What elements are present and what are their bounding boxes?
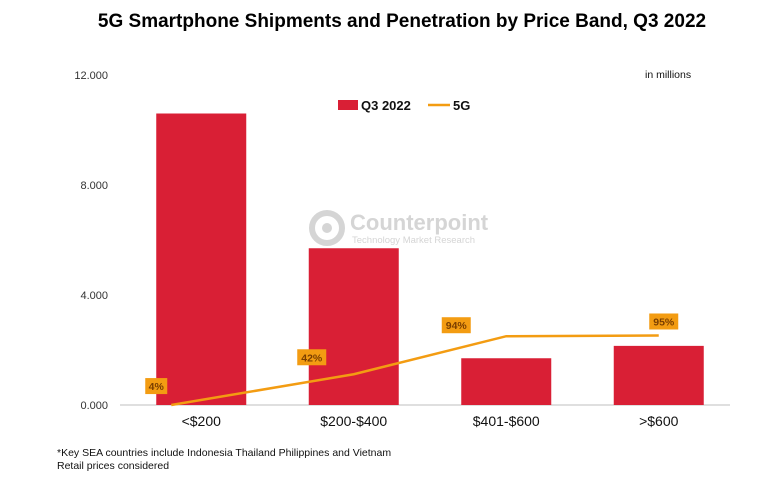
bar (613, 345, 704, 405)
x-tick-label: >$600 (639, 413, 679, 429)
data-label-badge (297, 349, 327, 366)
y-tick-label: 4.000 (80, 290, 108, 302)
legend-label: Q3 2022 (361, 98, 411, 113)
watermark-tagline: Technology Market Research (352, 235, 475, 246)
x-tick-label: <$200 (182, 413, 222, 429)
y-tick-label: 0.000 (80, 400, 108, 412)
x-axis-labels: <$200 $200-$400 $401-$600 >$600 (182, 413, 679, 429)
counterpoint-logo-icon (309, 210, 345, 246)
line-series: 4% 42% 94% 95% (145, 313, 679, 407)
x-tick-label: $401-$600 (473, 413, 540, 429)
bar-series (156, 113, 704, 405)
watermark-brand: Counterpoint (350, 210, 489, 235)
footnote-prices: Retail prices considered (57, 460, 170, 472)
counterpoint-watermark: Counterpoint Technology Market Research (309, 210, 489, 246)
legend-label: 5G (453, 98, 470, 113)
y-tick-label: 8.000 (80, 180, 108, 192)
bar (156, 113, 247, 405)
line-5g (171, 334, 659, 407)
bar (461, 358, 552, 405)
unit-note: in millions (645, 69, 691, 81)
x-tick-label: $200-$400 (320, 413, 387, 429)
bar (308, 248, 399, 405)
y-axis-ticks: 0.000 4.000 8.000 12.000 (74, 70, 108, 412)
y-tick-label: 12.000 (74, 70, 108, 82)
data-label-badge (649, 313, 679, 330)
footnote-countries: *Key SEA countries include Indonesia Tha… (57, 447, 392, 459)
data-label-badge (145, 378, 168, 395)
data-label-badge (441, 317, 471, 334)
data-label: 4% (149, 381, 165, 393)
legend: Q3 2022 5G (338, 98, 470, 113)
chart-title: 5G Smartphone Shipments and Penetration … (98, 11, 706, 32)
data-label: 42% (301, 352, 323, 364)
legend-swatch-bar (338, 100, 358, 110)
data-label: 94% (446, 320, 468, 332)
data-label: 95% (653, 316, 675, 328)
